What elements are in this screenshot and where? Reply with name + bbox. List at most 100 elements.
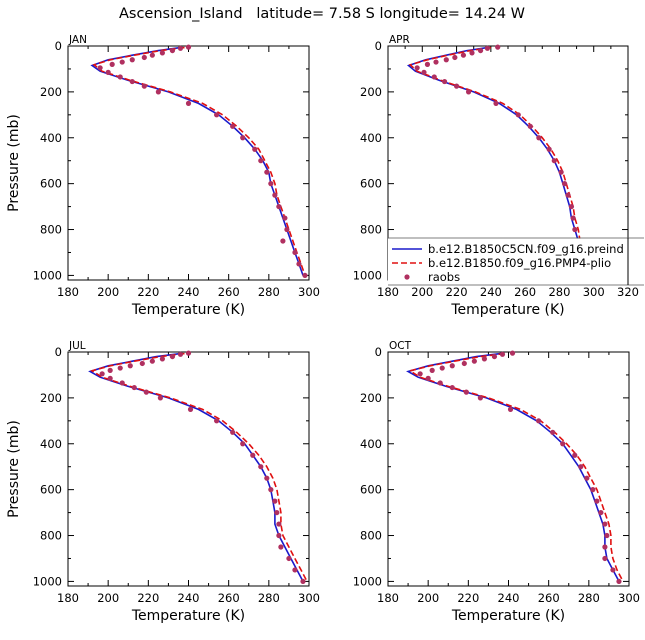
x-tick-label: 320 [617,285,639,299]
plot-frame [67,45,310,281]
y-tick-label: 600 [360,483,382,497]
raobs-point [117,365,123,371]
raobs-point [493,100,499,106]
raobs-point [515,112,521,118]
x-tick-label: 200 [411,285,433,299]
y-tick-label: 800 [360,223,382,237]
raobs-point [463,389,469,395]
raobs-point [452,54,458,61]
raobs-point [276,203,282,210]
x-axis-label: Temperature (K) [131,608,245,624]
y-tick-label: 400 [360,131,382,145]
raobs-point [149,358,155,364]
raobs-point [264,475,270,481]
raobs-point [429,367,435,373]
series-plio-line [92,46,306,276]
raobs-point [272,498,278,504]
y-axis-label: Pressure (mb) [6,114,22,212]
legend-swatch-raobs [404,274,410,280]
x-tick-label: 280 [548,285,570,299]
raobs-point [119,380,125,386]
x-axis-label: Temperature (K) [450,302,564,318]
raobs-point [252,146,258,152]
y-tick-label: 600 [40,483,62,497]
x-tick-label: 300 [298,285,320,299]
raobs-point [185,350,192,356]
raobs-point [421,69,427,75]
raobs-point [441,78,448,85]
raobs-point [155,89,161,95]
raobs-point [117,74,123,80]
raobs-point [449,384,455,391]
x-tick-label: 300 [298,591,320,605]
panel-label: OCT [389,340,412,352]
y-tick-label: 200 [360,391,382,405]
series-preind-line [88,352,304,582]
raobs-point [250,452,256,458]
y-tick-label: 0 [375,39,382,53]
y-tick-label: 400 [40,131,62,145]
plot-frame [387,351,630,587]
y-tick-label: 200 [40,391,62,405]
y-tick-label: 800 [360,529,382,543]
raobs-point [469,50,475,56]
raobs-point [536,135,542,141]
y-tick-label: 800 [40,529,62,543]
raobs-point [187,406,194,412]
raobs-point [604,532,610,539]
raobs-point [602,521,608,527]
raobs-point [465,89,472,95]
raobs-point [433,59,439,65]
y-tick-label: 0 [55,39,62,53]
panel-oct: 180 200 220 240 260 280 300 0 200 400 600 800 1000 OC… [353,340,640,624]
raobs-point [484,45,491,51]
raobs-point [572,452,578,458]
raobs-point [527,123,533,129]
raobs-point [240,441,246,447]
raobs-point [159,356,165,362]
raobs-point [109,61,115,67]
y-axis-label: Pressure (mb) [6,420,22,518]
x-tick-label: 200 [97,285,119,299]
x-tick-label: 280 [258,285,280,299]
raobs-point [424,61,431,67]
legend-label-raobs: raobs [428,270,460,284]
raobs-point [507,406,514,412]
raobs-point [560,441,566,447]
raobs-point [417,371,423,377]
raobs-point [177,45,184,51]
x-tick-label: 240 [480,285,502,299]
raobs-point [107,375,113,381]
raobs-point [272,192,278,198]
raobs-point [129,78,135,85]
raobs-point [561,181,568,187]
x-tick-label: 200 [417,591,439,605]
raobs-point [185,100,192,106]
panel-label: JUL [68,340,86,352]
raobs-point [157,395,163,401]
raobs-point [296,261,302,267]
raobs-point [230,123,236,129]
x-tick-label: 180 [377,285,399,299]
raobs-point [590,487,596,493]
raobs-point [616,578,622,585]
raobs-point [602,555,608,562]
raobs-point [551,158,557,164]
raobs-point [477,395,483,401]
x-tick-label: 220 [137,591,159,605]
raobs-point [471,358,477,364]
x-tick-label: 240 [178,591,200,605]
plot-frame [67,351,310,587]
raobs-point [159,50,165,56]
raobs-point [546,146,552,152]
raobs-point [443,57,449,63]
raobs-point [258,158,264,164]
legend-label-plio: b.e12.B1850.f09_g16.PMP4-plio [428,256,611,270]
panel-label: APR [389,34,410,46]
raobs-point [276,521,282,527]
raobs-point [141,54,147,61]
series-plio-line [90,352,308,582]
x-tick-label: 260 [218,591,240,605]
raobs-point [97,65,103,71]
raobs-point [584,475,590,481]
